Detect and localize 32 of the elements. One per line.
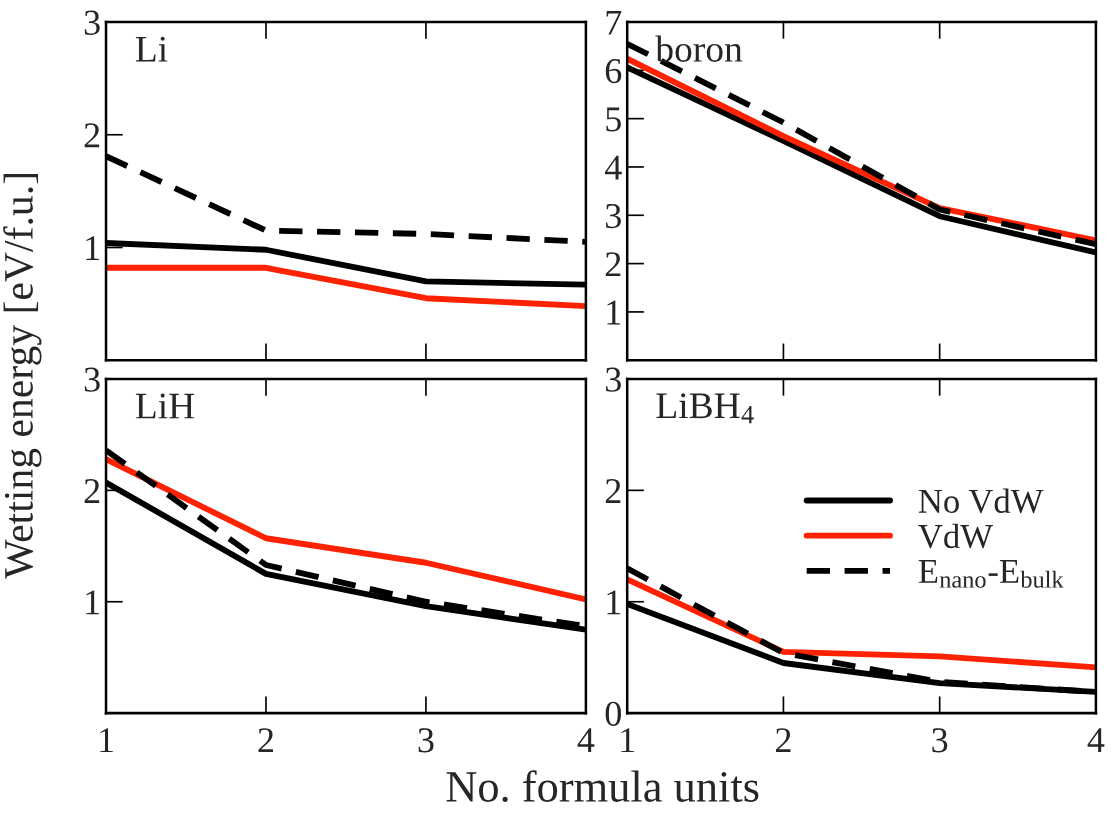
y-tick-label: 1 [607, 590, 621, 615]
y-tick-label: 2 [84, 478, 100, 503]
x-tick-label: 2 [258, 728, 274, 753]
y-tick-label: 7 [606, 10, 622, 35]
y-tick-label: 2 [605, 252, 621, 277]
y-tick-label: 5 [606, 107, 621, 132]
chart-title: boron [655, 35, 743, 62]
y-tick-label: 3 [84, 367, 100, 392]
legend-label: E$_{nano}$-E$_{bulk}$ [918, 560, 1064, 588]
y-tick-label: 1 [607, 300, 621, 325]
chart-title: LiH [135, 393, 195, 419]
y-tick-label: 3 [84, 10, 100, 35]
y-tick-label: 3 [606, 203, 621, 229]
y-tick-label: 2 [84, 123, 100, 148]
x-tick-label: 3 [932, 728, 948, 753]
x-tick-label: 3 [418, 728, 434, 753]
legend-label: No VdW [918, 488, 1044, 514]
legend-label: VdW [918, 523, 993, 549]
x-axis-title: No. formula units [446, 770, 759, 803]
x-tick-label: 4 [1087, 728, 1105, 753]
y-tick-label: 2 [605, 478, 621, 503]
y-tick-label: 1 [86, 590, 99, 615]
y-tick-label: 3 [606, 367, 621, 392]
y-axis-title: Wetting energy [eV/f.u.] [3, 174, 42, 579]
chart-title: Li [135, 36, 168, 62]
y-tick-label: 0 [605, 701, 621, 727]
x-tick-label: 2 [775, 728, 791, 753]
x-tick-label: 4 [577, 728, 595, 753]
y-tick-label: 1 [86, 236, 99, 261]
y-tick-label: 4 [604, 155, 622, 180]
y-tick-label: 6 [605, 58, 622, 84]
chart-title: LiBH$_{4}$ [656, 393, 754, 424]
